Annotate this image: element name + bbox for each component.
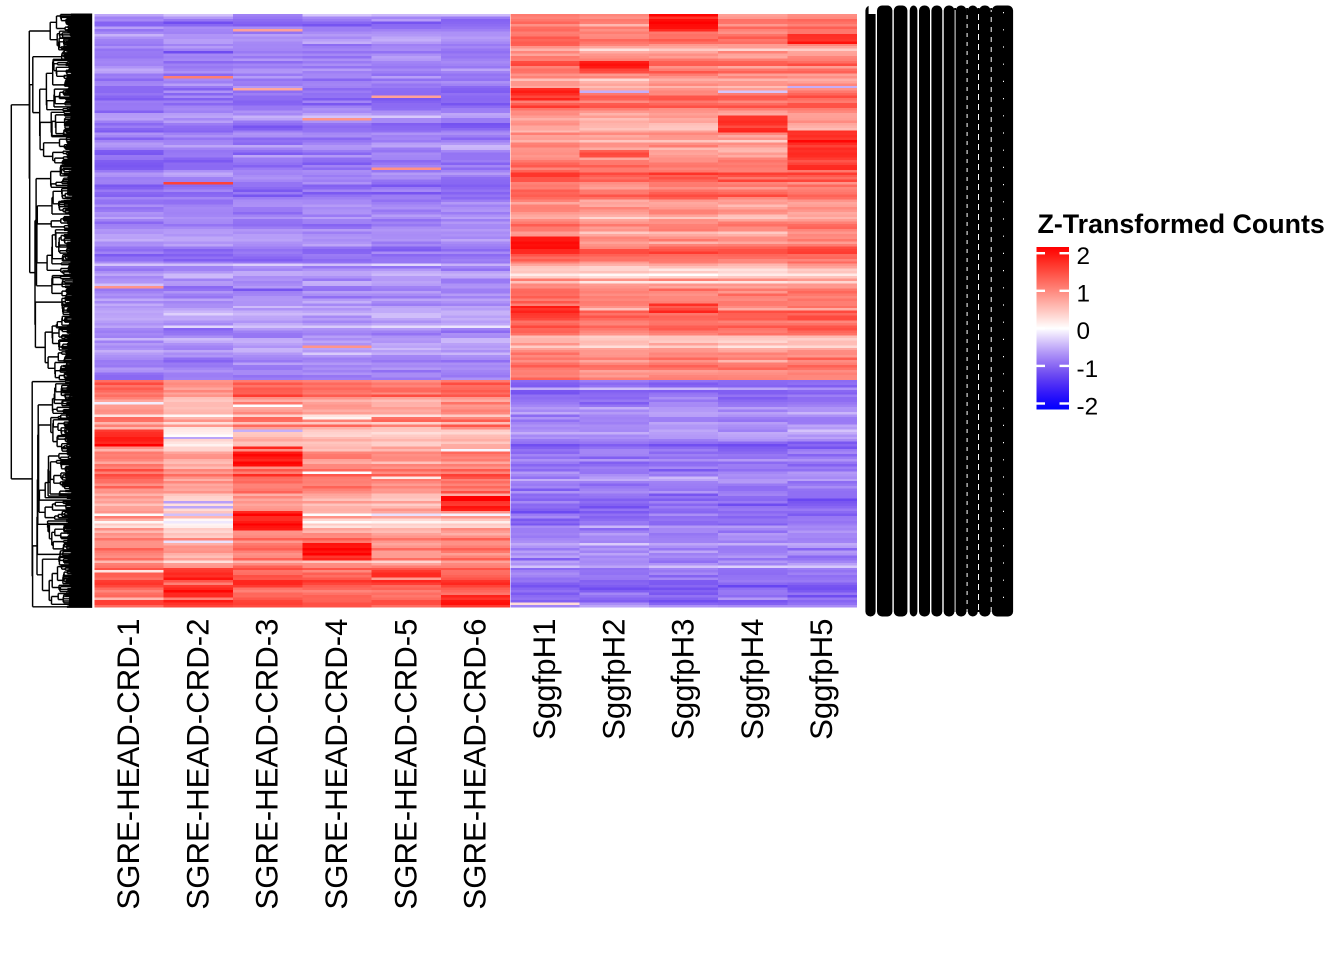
svg-text:Z-Transformed Counts: Z-Transformed Counts — [1038, 209, 1325, 239]
svg-text:SggfpH1: SggfpH1 — [527, 619, 562, 740]
svg-text:SGRE-HEAD-CRD-4: SGRE-HEAD-CRD-4 — [319, 619, 354, 910]
svg-text:SGRE-HEAD-CRD-5: SGRE-HEAD-CRD-5 — [388, 619, 423, 910]
svg-text:SGRE-HEAD-CRD-6: SGRE-HEAD-CRD-6 — [458, 619, 493, 910]
svg-text:SggfpH3: SggfpH3 — [666, 619, 701, 740]
svg-text:SggfpH2: SggfpH2 — [596, 619, 631, 740]
svg-text:2: 2 — [1077, 243, 1091, 270]
svg-text:SGRE-HEAD-CRD-3: SGRE-HEAD-CRD-3 — [250, 619, 285, 910]
svg-text:1: 1 — [1077, 281, 1091, 308]
svg-text:-1: -1 — [1077, 356, 1099, 383]
svg-text:SGRE-HEAD-CRD-1: SGRE-HEAD-CRD-1 — [111, 619, 146, 910]
svg-text:0: 0 — [1077, 318, 1091, 345]
svg-text:-2: -2 — [1077, 393, 1099, 420]
svg-text:SggfpH4: SggfpH4 — [735, 619, 770, 740]
svg-text:SggfpH5: SggfpH5 — [804, 619, 839, 740]
svg-text:SGRE-HEAD-CRD-2: SGRE-HEAD-CRD-2 — [180, 619, 215, 910]
